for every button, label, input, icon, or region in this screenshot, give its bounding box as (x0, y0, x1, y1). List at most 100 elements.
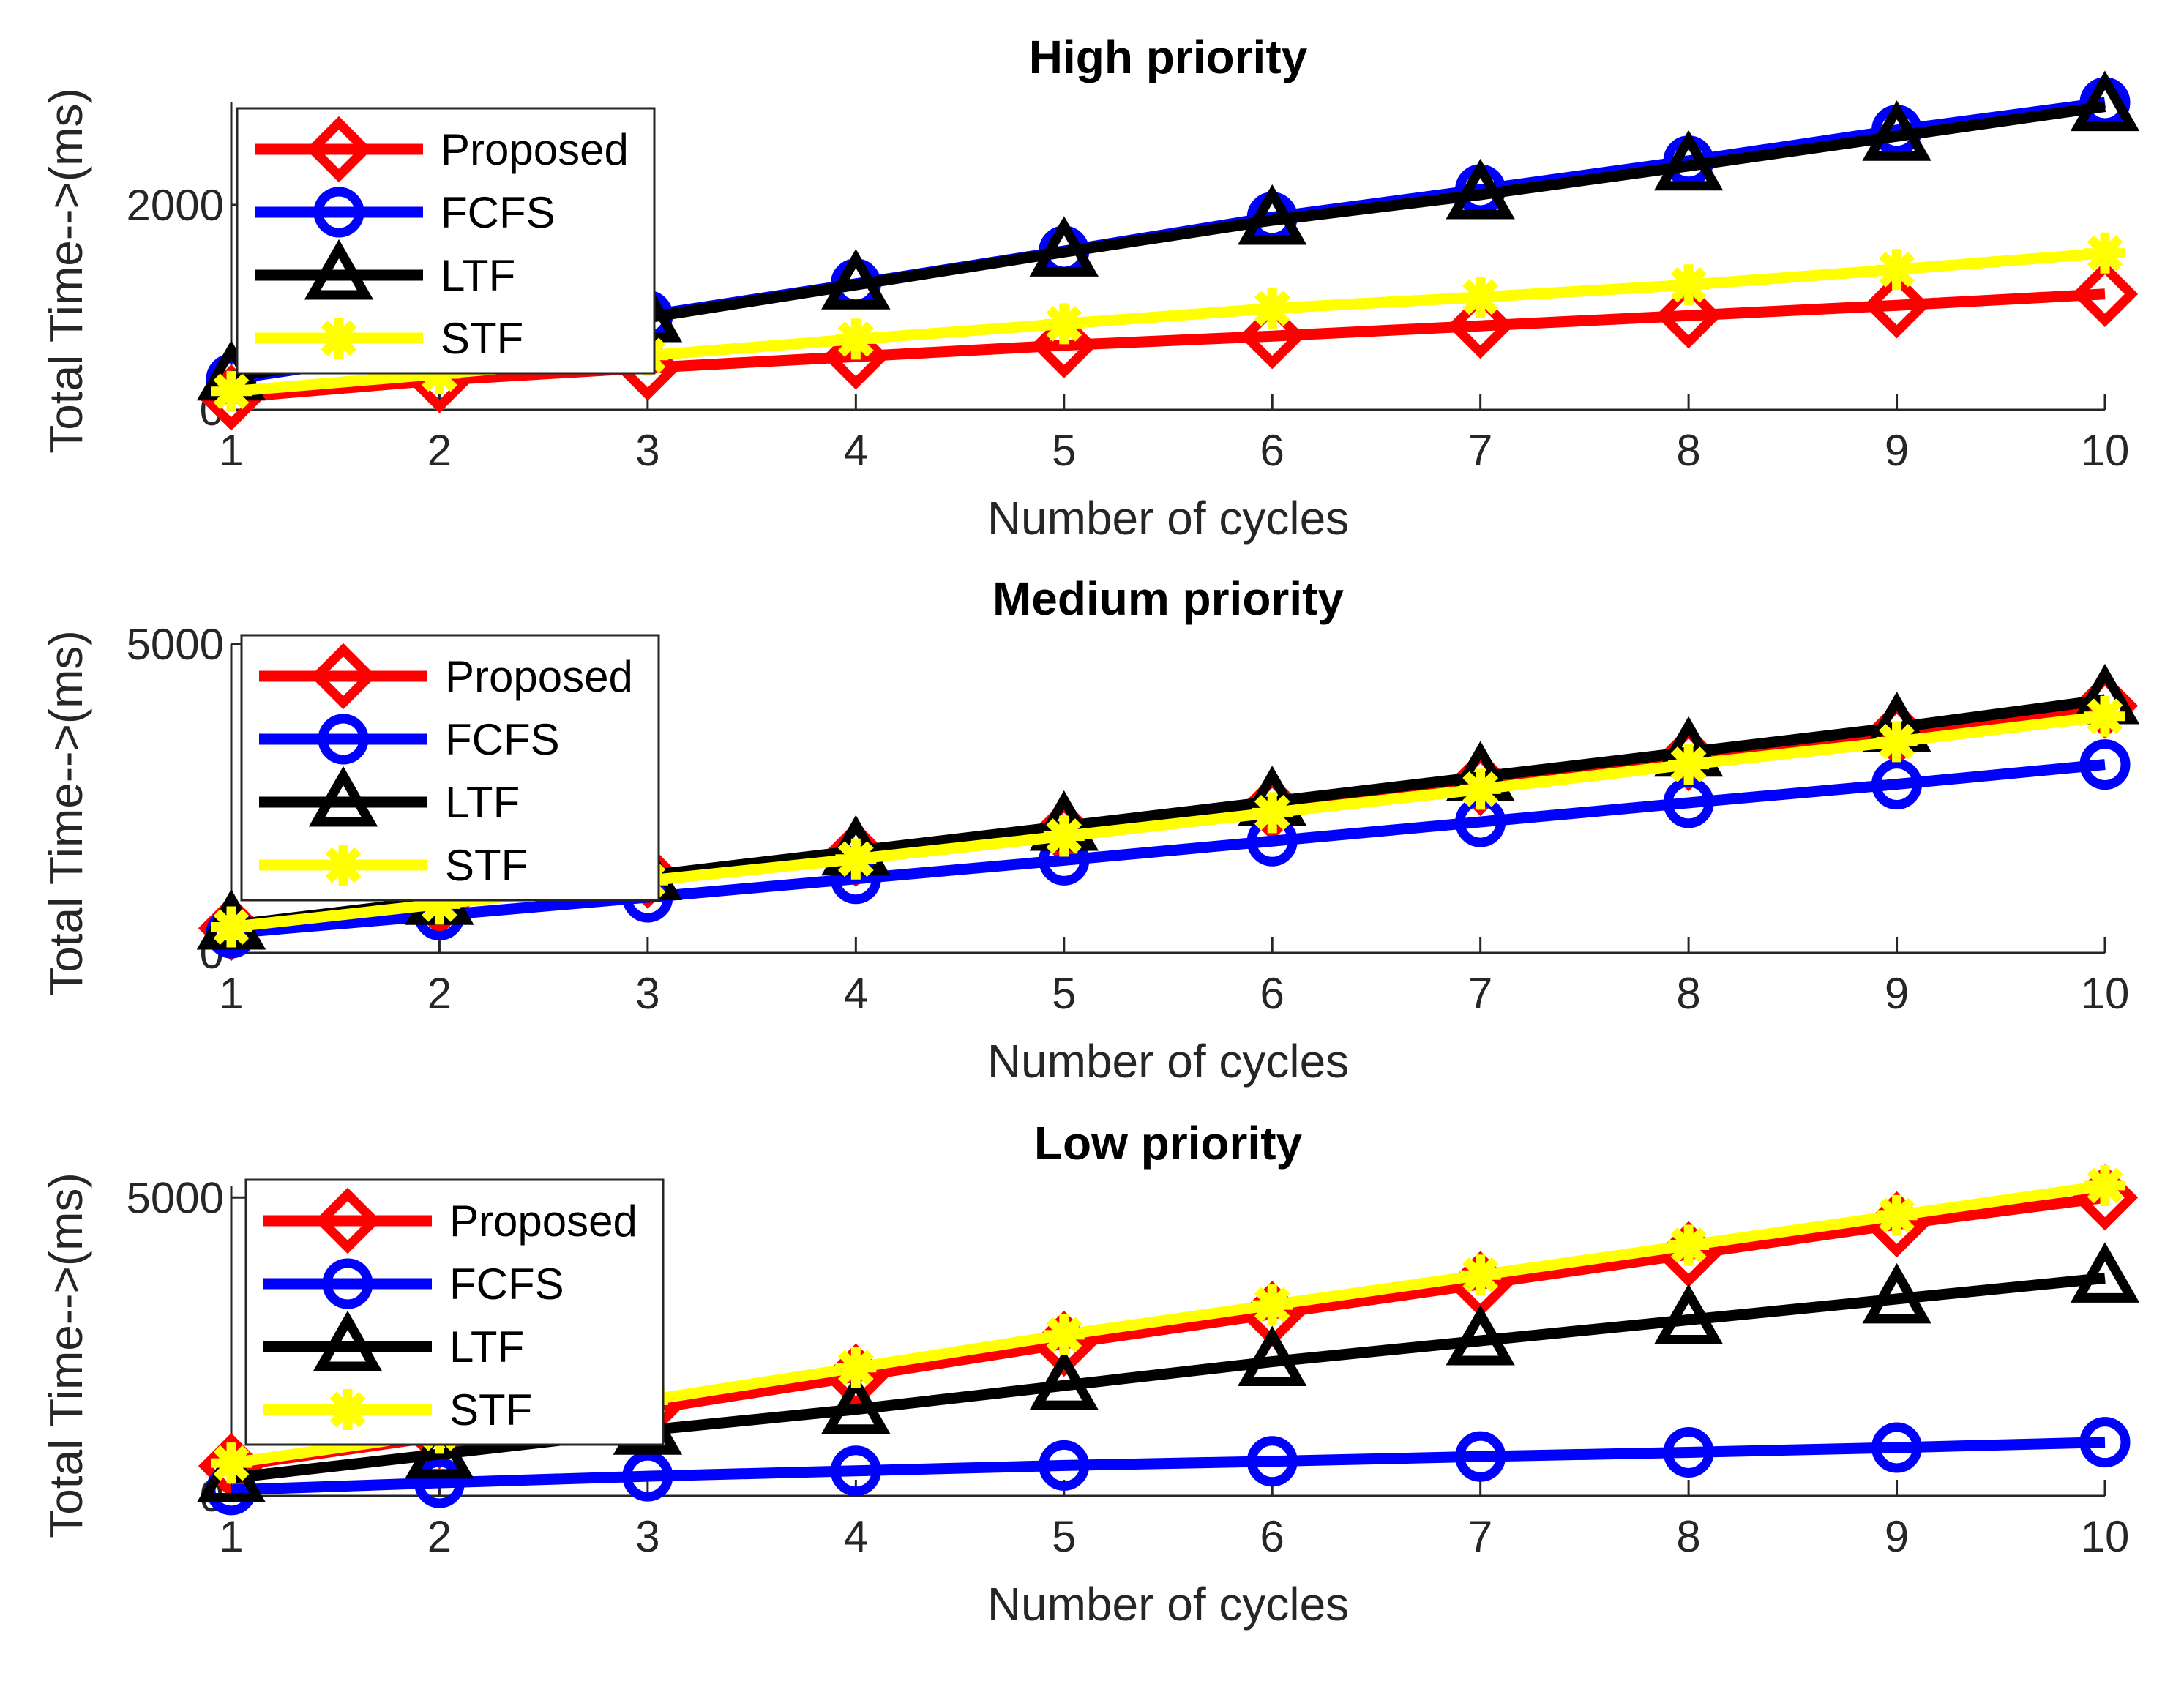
data-point (1446, 1304, 1515, 1366)
data-point (1862, 100, 1931, 161)
legend-marker (327, 1389, 368, 1430)
legend-marker (308, 766, 378, 827)
data-point (2084, 232, 2125, 274)
data-point (2079, 1417, 2131, 1468)
legend-label: STF (445, 841, 528, 890)
chart-title: Medium priority (992, 572, 1344, 625)
data-point (1029, 216, 1099, 277)
data-point (1863, 272, 1930, 339)
data-point (211, 1442, 252, 1484)
y-axis-label: Total Time-->(ms) (40, 88, 92, 454)
data-point (1459, 768, 1501, 810)
x-tick-label: 3 (635, 426, 659, 475)
legend-label: Proposed (441, 125, 629, 174)
x-tick-label: 2 (427, 969, 452, 1018)
legend-label: STF (449, 1385, 532, 1434)
data-point (211, 906, 252, 948)
x-tick-label: 1 (219, 1512, 243, 1561)
x-tick-label: 6 (1260, 426, 1284, 475)
x-tick-label: 4 (844, 1512, 868, 1561)
legend-marker (318, 318, 359, 359)
legend-entry-ltf: LTF (255, 239, 515, 300)
data-point (1447, 293, 1514, 359)
x-tick-label: 1 (219, 426, 243, 475)
legend-label: LTF (445, 778, 520, 827)
data-point (835, 318, 877, 360)
x-tick-label: 8 (1676, 969, 1700, 1018)
legend-entry-fcfs: FCFS (263, 1258, 564, 1309)
data-point (1871, 1422, 1923, 1473)
data-point (1876, 721, 1918, 763)
data-point (1871, 759, 1923, 810)
data-point (1663, 1426, 1714, 1478)
data-point (1459, 277, 1501, 318)
x-tick-label: 9 (1885, 426, 1909, 475)
x-tick-label: 6 (1260, 969, 1284, 1018)
legend-label: LTF (441, 251, 515, 300)
x-tick-label: 6 (1260, 1512, 1284, 1561)
data-point (414, 1457, 465, 1508)
legend-marker (323, 845, 364, 886)
legend-label: Proposed (449, 1197, 637, 1246)
x-tick-label: 2 (427, 1512, 452, 1561)
x-tick-label: 7 (1468, 969, 1492, 1018)
x-axis-label: Number of cycles (987, 492, 1349, 545)
data-point (835, 1347, 877, 1388)
data-point (405, 1418, 474, 1479)
x-tick-label: 5 (1052, 426, 1076, 475)
data-point (1459, 1254, 1501, 1296)
series-line (231, 1437, 2106, 1496)
legend-entry-stf: STF (255, 314, 523, 363)
y-tick-label: 5000 (127, 1173, 224, 1222)
data-point (1653, 130, 1724, 191)
data-point (1668, 264, 1710, 306)
data-point (1238, 184, 1307, 245)
data-point (622, 1451, 673, 1502)
x-tick-label: 8 (1676, 1512, 1700, 1561)
data-point (2070, 1242, 2140, 1303)
x-axis-label: Number of cycles (987, 1578, 1349, 1631)
data-point (1238, 1325, 1307, 1387)
legend-label: FCFS (449, 1260, 564, 1309)
data-point (1668, 1224, 1710, 1266)
x-tick-label: 10 (2081, 426, 2130, 475)
data-point (1655, 282, 1722, 349)
legend-label: FCFS (445, 715, 560, 764)
x-tick-label: 10 (2081, 1512, 2130, 1561)
data-point (1252, 288, 1293, 329)
legend-entry-stf: STF (259, 841, 528, 890)
x-tick-label: 10 (2081, 969, 2130, 1018)
series-line (231, 759, 2106, 939)
legend-marker (318, 714, 369, 765)
x-tick-label: 7 (1468, 426, 1492, 475)
x-tick-label: 5 (1052, 1512, 1076, 1561)
legend-marker (305, 116, 373, 183)
x-tick-label: 3 (635, 1512, 659, 1561)
legend-label: LTF (449, 1322, 524, 1371)
data-point (1043, 815, 1085, 857)
data-point (830, 1445, 881, 1497)
data-point (835, 838, 877, 880)
x-tick-label: 4 (844, 426, 868, 475)
x-tick-label: 5 (1052, 969, 1076, 1018)
data-point (2079, 739, 2131, 790)
legend-label: STF (441, 314, 523, 363)
x-tick-label: 4 (844, 969, 868, 1018)
data-point (1246, 1436, 1298, 1487)
data-point (211, 370, 252, 412)
data-point (2071, 261, 2139, 327)
legend-entry-proposed: Proposed (259, 643, 633, 710)
x-axis-label: Number of cycles (987, 1035, 1349, 1088)
y-axis-label: Total Time-->(ms) (40, 630, 92, 996)
data-point (1029, 1350, 1099, 1410)
data-point (823, 323, 889, 390)
legend-marker (313, 1310, 383, 1371)
data-point (1239, 303, 1306, 370)
legend-entry-proposed: Proposed (255, 116, 629, 183)
legend-entry-fcfs: FCFS (259, 714, 560, 765)
data-point (1653, 1284, 1724, 1344)
